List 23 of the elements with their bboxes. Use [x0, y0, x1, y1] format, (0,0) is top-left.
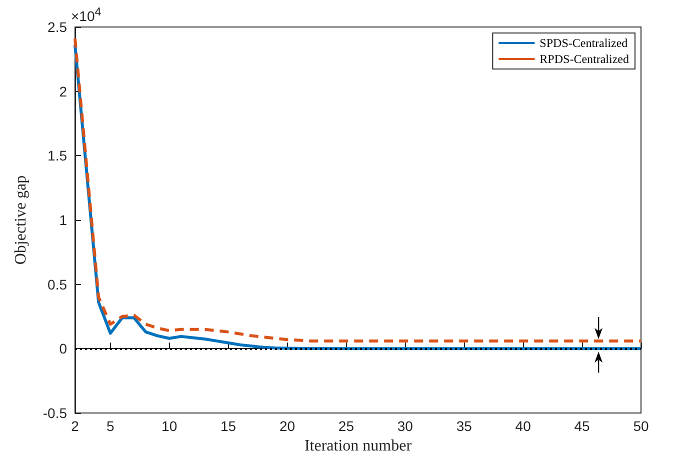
- y-tick-label: 0.5: [48, 276, 68, 292]
- x-tick-label: 45: [574, 418, 590, 434]
- x-tick-label: 10: [162, 418, 178, 434]
- y-tick-label: 0: [59, 340, 68, 357]
- x-tick-label: 20: [279, 418, 296, 434]
- text: ×10$^{4}$: [71, 5, 102, 24]
- y-tick-label: 1.5: [48, 148, 68, 164]
- y-tick-label: 2.5: [48, 19, 68, 35]
- y-tick-label: -0.5: [42, 405, 68, 421]
- x-tick-label: 30: [397, 418, 414, 434]
- y-axis-title: Objective gap: [12, 175, 30, 265]
- x-tick-label: 15: [220, 418, 236, 434]
- legend-label: SPDS-Centralized: [540, 36, 628, 50]
- x-tick-label: 5: [106, 418, 114, 434]
- x-tick-label: 25: [338, 418, 354, 434]
- x-tick-label: 2: [71, 418, 80, 434]
- y-tick-label: 1: [59, 212, 68, 228]
- x-tick-label: 35: [456, 418, 472, 434]
- legend-label: RPDS-Centralized: [540, 52, 630, 66]
- y-tick-label: 2: [59, 83, 68, 100]
- x-tick-label: 40: [515, 418, 532, 434]
- x-axis-title: Iteration number: [304, 437, 412, 454]
- x-tick-label: 50: [633, 418, 649, 434]
